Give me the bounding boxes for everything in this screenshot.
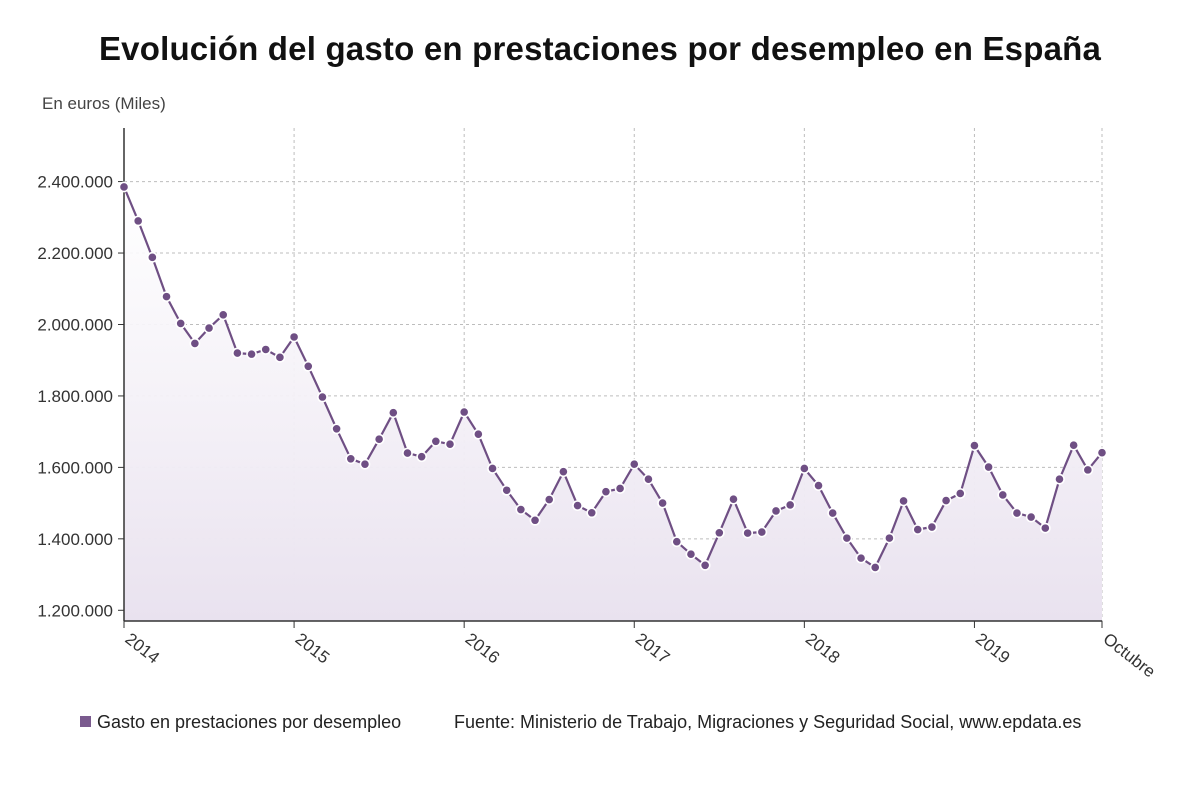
data-point: [472, 428, 484, 440]
data-point: [586, 507, 598, 519]
data-point: [246, 348, 257, 360]
data-point: [543, 494, 555, 505]
data-point: [954, 488, 966, 499]
data-point: [983, 461, 995, 473]
data-point: [402, 447, 413, 459]
data-point: [997, 489, 1009, 501]
data-point: [345, 453, 357, 465]
area-layer: [124, 186, 1102, 621]
data-point: [813, 480, 824, 492]
data-point: [898, 495, 909, 507]
data-point: [487, 463, 498, 474]
data-point: [288, 331, 300, 343]
data-point: [855, 552, 867, 564]
data-point: [331, 423, 343, 435]
data-point: [458, 406, 470, 418]
y-tick-label: 1.600.000: [37, 458, 113, 477]
data-point: [869, 562, 881, 573]
data-point: [175, 318, 187, 329]
data-point: [699, 559, 711, 571]
data-point: [1054, 473, 1065, 485]
data-point: [189, 338, 201, 349]
data-point: [373, 433, 385, 445]
data-point: [643, 473, 654, 485]
axes: [123, 128, 1102, 622]
data-point: [416, 451, 428, 463]
series-line-layer: [122, 186, 1103, 569]
data-point: [756, 526, 768, 538]
x-tick-label: 2017: [632, 629, 674, 667]
series-area: [124, 186, 1102, 621]
y-tick-label: 1.800.000: [37, 387, 113, 406]
data-point: [784, 499, 796, 511]
y-tick-label: 1.200.000: [37, 601, 113, 620]
y-axis-tick-labels: 1.200.000 1.400.000 1.600.000 1.800.000 2.00…: [37, 173, 113, 621]
data-point: [430, 435, 442, 447]
data-point: [728, 493, 739, 505]
data-point: [260, 344, 272, 355]
source-note: Fuente: Ministerio de Trabajo, Migracion…: [454, 712, 1082, 732]
data-point: [841, 532, 853, 544]
y-tick-label: 1.400.000: [37, 530, 113, 549]
legend: Gasto en prestaciones por desempleo: [80, 712, 401, 733]
data-point: [614, 483, 626, 494]
data-point: [203, 322, 215, 334]
data-point: [274, 351, 286, 363]
y-axis-unit-label: En euros (Miles): [42, 94, 166, 113]
data-point: [657, 497, 669, 509]
data-point: [883, 532, 895, 544]
data-point: [685, 548, 697, 560]
data-point: [1068, 439, 1080, 451]
data-point: [557, 466, 569, 478]
data-point: [713, 527, 725, 539]
data-point: [501, 484, 513, 496]
series-line: [122, 186, 1103, 569]
chart-title: Evolución del gasto en prestaciones por …: [98, 30, 1102, 67]
data-point: [742, 527, 754, 539]
x-tick-label: 2019: [972, 629, 1014, 667]
data-point: [798, 463, 810, 474]
x-tick-label: 2018: [802, 629, 844, 667]
data-point: [217, 309, 229, 321]
x-tick-label: 2014: [122, 629, 164, 667]
data-point: [1011, 507, 1023, 519]
data-point: [118, 181, 130, 193]
data-point: [359, 458, 371, 470]
y-tick-label: 2.400.000: [37, 173, 113, 192]
data-point: [146, 251, 158, 263]
data-point: [1082, 464, 1094, 476]
data-point: [317, 391, 328, 403]
data-point: [572, 500, 583, 512]
y-tick-label: 2.000.000: [37, 315, 113, 334]
data-point: [1096, 447, 1108, 459]
data-point: [969, 440, 980, 451]
legend-label: Gasto en prestaciones por desempleo: [97, 712, 402, 732]
data-point: [529, 514, 541, 526]
data-point: [671, 536, 683, 548]
data-point: [912, 524, 924, 535]
data-point: [302, 360, 314, 372]
data-point: [387, 407, 399, 419]
data-point: [600, 486, 612, 498]
data-point: [132, 215, 144, 227]
x-axis-tick-labels: 2014 2015 2016 2017 2018 2019 Octubre: [122, 629, 1159, 681]
x-tick-label: 2015: [292, 629, 334, 667]
x-tick-label: 2016: [462, 629, 504, 667]
data-point: [926, 521, 938, 533]
legend-swatch: [80, 716, 91, 727]
data-point: [231, 347, 243, 359]
data-point: [444, 438, 456, 450]
data-point: [827, 507, 839, 519]
x-tick-label: Octubre: [1100, 629, 1159, 681]
data-point: [1025, 511, 1037, 523]
data-point: [1039, 522, 1051, 534]
data-point: [628, 458, 640, 470]
data-point: [940, 495, 952, 507]
data-points: [118, 181, 1108, 573]
y-tick-label: 2.200.000: [37, 244, 113, 263]
data-point: [515, 504, 527, 515]
data-point: [770, 505, 782, 517]
data-point: [161, 291, 172, 303]
